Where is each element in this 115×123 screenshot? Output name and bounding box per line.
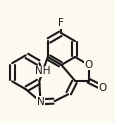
- Text: F: F: [58, 18, 64, 28]
- Text: N: N: [36, 97, 44, 107]
- Text: O: O: [84, 60, 92, 70]
- Text: O: O: [97, 83, 105, 92]
- Text: NH: NH: [35, 66, 50, 76]
